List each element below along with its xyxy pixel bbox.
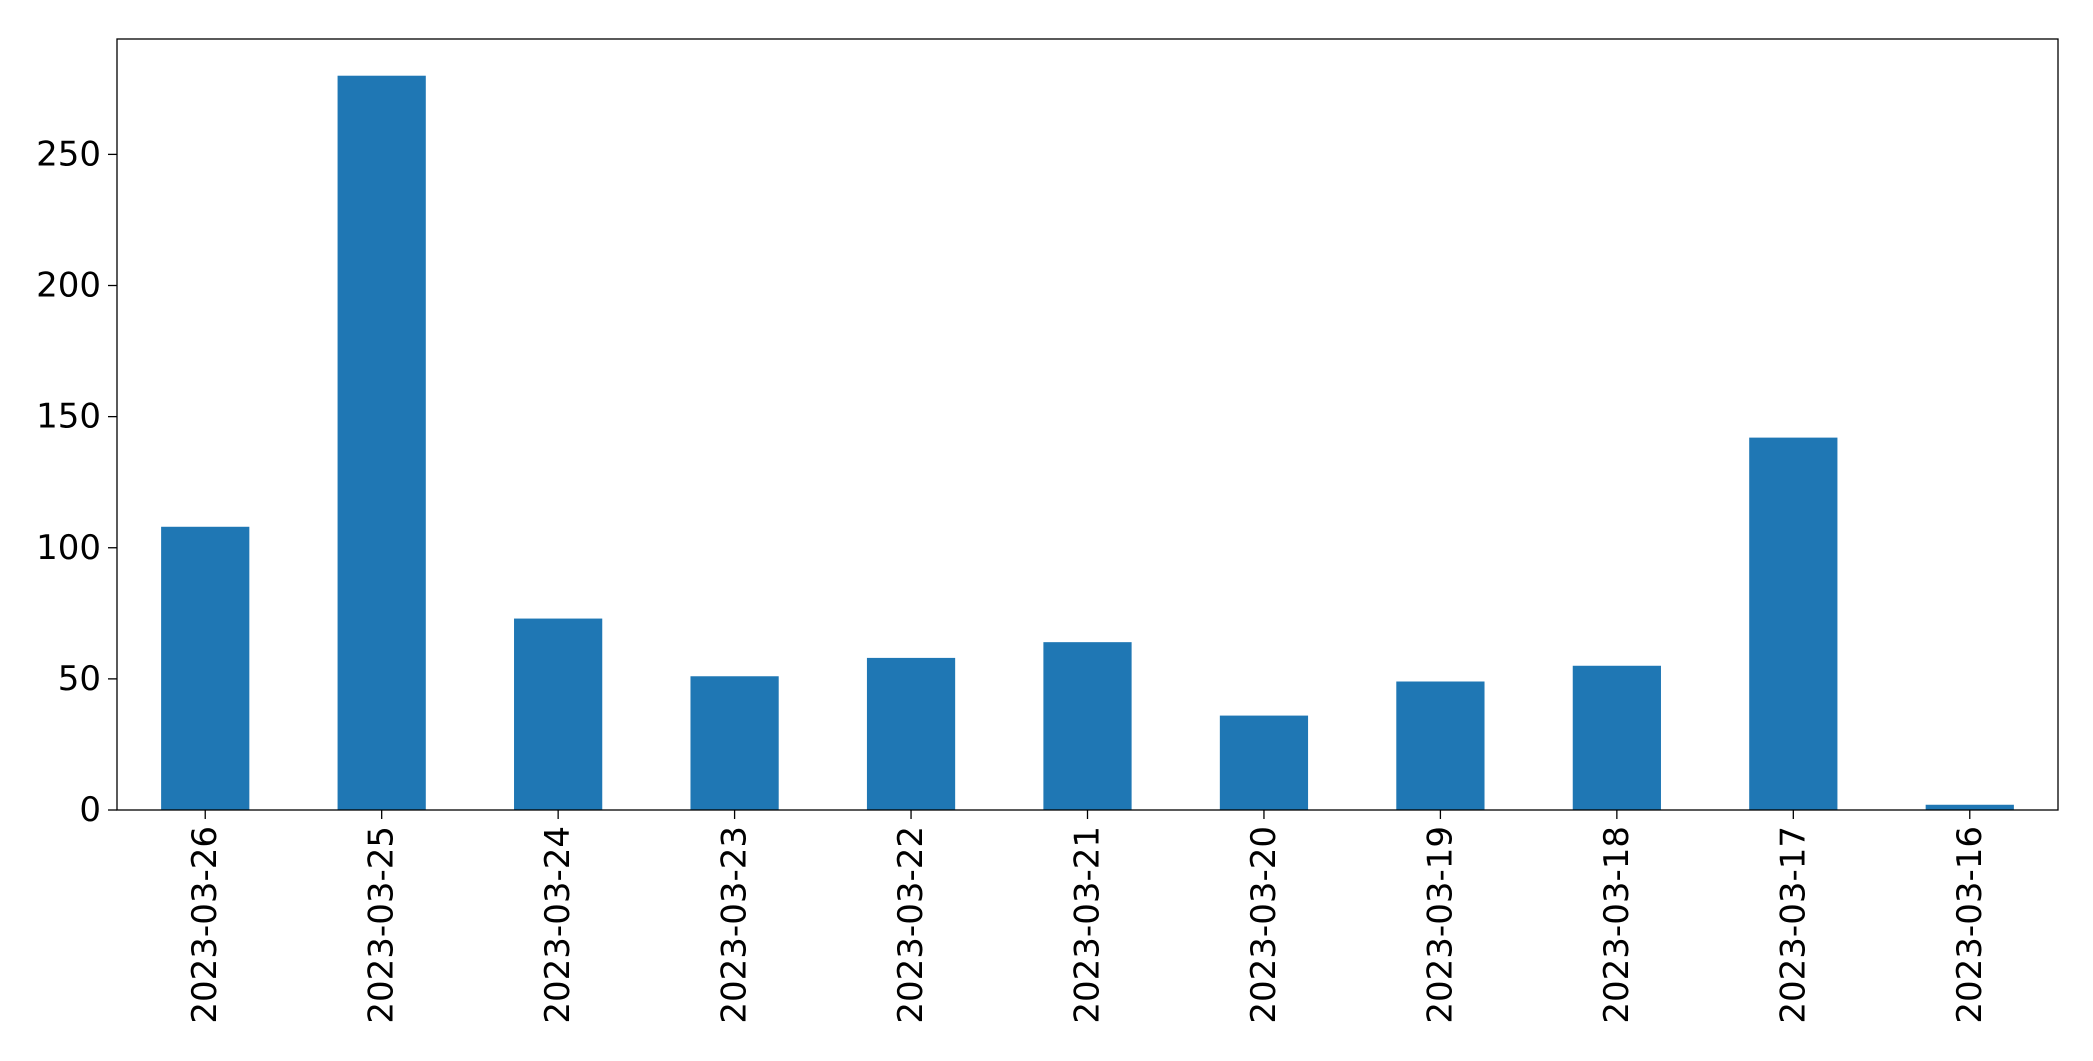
y-tick-label: 250: [36, 134, 101, 174]
x-axis: 2023-03-26 2023-03-25 2023-03-24 2023-03-23…: [185, 810, 1990, 1024]
x-tick-label: 2023-03-25: [362, 826, 402, 1024]
y-tick-label: 100: [36, 528, 101, 568]
bar-2023-03-21: [1043, 642, 1132, 810]
x-tick-label: 2023-03-18: [1597, 826, 1637, 1024]
bar-2023-03-24: [514, 618, 603, 810]
bars-layer: [161, 75, 2014, 810]
bar-2023-03-20: [1219, 715, 1309, 810]
y-tick-label: 50: [58, 659, 101, 699]
bar-2023-03-23: [690, 676, 779, 810]
bar-2023-03-25: [337, 75, 426, 810]
bar-2023-03-16: [1925, 804, 2014, 810]
x-tick-label: 2023-03-17: [1773, 826, 1813, 1024]
x-tick-label: 2023-03-19: [1420, 826, 1460, 1024]
x-tick-label: 2023-03-22: [891, 826, 931, 1024]
y-tick-label: 200: [36, 266, 101, 306]
bar-2023-03-19: [1396, 681, 1485, 810]
bar-2023-03-17: [1749, 437, 1838, 810]
x-tick-label: 2023-03-24: [538, 826, 578, 1024]
bar-2023-03-22: [866, 657, 956, 810]
y-axis: 0 50 100 150 200 250: [36, 134, 117, 830]
bar-2023-03-18: [1572, 665, 1661, 810]
y-tick-label: 0: [79, 790, 101, 830]
x-tick-label: 2023-03-20: [1244, 826, 1284, 1024]
y-tick-label: 150: [36, 397, 101, 437]
bar-2023-03-26: [161, 526, 250, 810]
x-tick-label: 2023-03-21: [1068, 826, 1108, 1024]
plot-frame: [116, 38, 2059, 811]
x-tick-label: 2023-03-26: [185, 826, 225, 1024]
x-tick-label: 2023-03-16: [1950, 826, 1990, 1024]
x-tick-label: 2023-03-23: [715, 826, 755, 1024]
